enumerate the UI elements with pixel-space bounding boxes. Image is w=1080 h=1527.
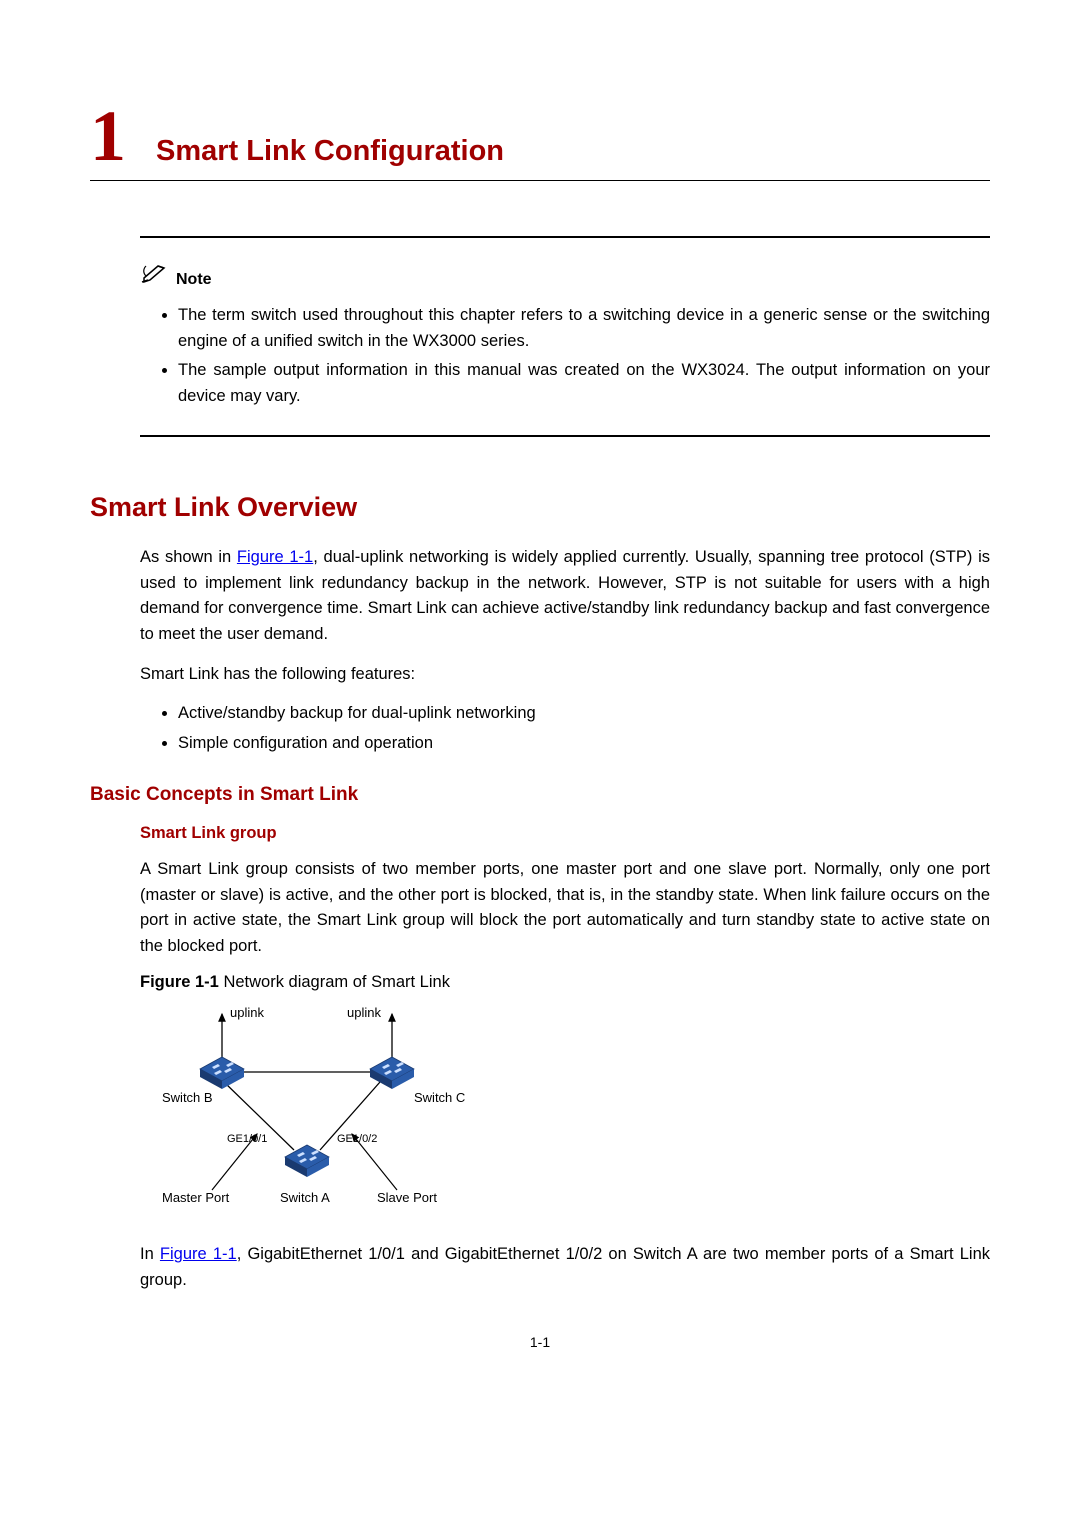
- label-uplink-right: uplink: [347, 1005, 381, 1020]
- figure-link[interactable]: Figure 1-1: [160, 1245, 237, 1263]
- note-label: Note: [176, 271, 212, 289]
- note-list: The term switch used throughout this cha…: [140, 303, 990, 409]
- overview-body: As shown in Figure 1-1, dual-uplink netw…: [140, 545, 990, 756]
- page-number: 1-1: [90, 1334, 990, 1350]
- feature-item: Active/standby backup for dual-uplink ne…: [178, 701, 990, 727]
- feature-item: Simple configuration and operation: [178, 731, 990, 757]
- closing-para: In Figure 1-1, GigabitEthernet 1/0/1 and…: [140, 1242, 990, 1293]
- text-fragment: , GigabitEthernet 1/0/1 and GigabitEther…: [140, 1245, 990, 1289]
- figure-caption: Figure 1-1 Network diagram of Smart Link: [140, 973, 990, 992]
- note-box: Note The term switch used throughout thi…: [140, 236, 990, 437]
- figure-caption-text: Network diagram of Smart Link: [219, 973, 450, 991]
- text-fragment: In: [140, 1245, 160, 1263]
- note-item: The sample output information in this ma…: [178, 358, 990, 409]
- label-master-port: Master Port: [162, 1190, 230, 1205]
- chapter-header: 1 Smart Link Configuration: [90, 100, 990, 181]
- figure-caption-number: Figure 1-1: [140, 973, 219, 991]
- overview-para1: As shown in Figure 1-1, dual-uplink netw…: [140, 545, 990, 647]
- overview-para2: Smart Link has the following features:: [140, 662, 990, 688]
- section-heading-overview: Smart Link Overview: [90, 492, 990, 523]
- note-icon: [140, 260, 170, 289]
- label-switch-a: Switch A: [280, 1190, 330, 1205]
- text-fragment: As shown in: [140, 548, 237, 566]
- note-header: Note: [140, 260, 990, 289]
- label-uplink-left: uplink: [230, 1005, 264, 1020]
- section-heading-basic: Basic Concepts in Smart Link: [90, 784, 990, 806]
- subsection-heading-group: Smart Link group: [140, 824, 990, 843]
- network-diagram: uplink uplink Switch B Switch C GE1/0/1 …: [162, 1002, 482, 1212]
- label-ge2: GE1/0/2: [337, 1133, 377, 1145]
- figure-link[interactable]: Figure 1-1: [237, 548, 313, 566]
- label-switch-b: Switch B: [162, 1090, 213, 1105]
- label-switch-c: Switch C: [414, 1090, 465, 1105]
- chapter-title: Smart Link Configuration: [156, 135, 504, 168]
- feature-list: Active/standby backup for dual-uplink ne…: [140, 701, 990, 756]
- note-item: The term switch used throughout this cha…: [178, 303, 990, 354]
- chapter-number: 1: [90, 100, 126, 172]
- basic-body: A Smart Link group consists of two membe…: [140, 857, 990, 1293]
- label-ge1: GE1/0/1: [227, 1133, 267, 1145]
- basic-para: A Smart Link group consists of two membe…: [140, 857, 990, 959]
- label-slave-port: Slave Port: [377, 1190, 437, 1205]
